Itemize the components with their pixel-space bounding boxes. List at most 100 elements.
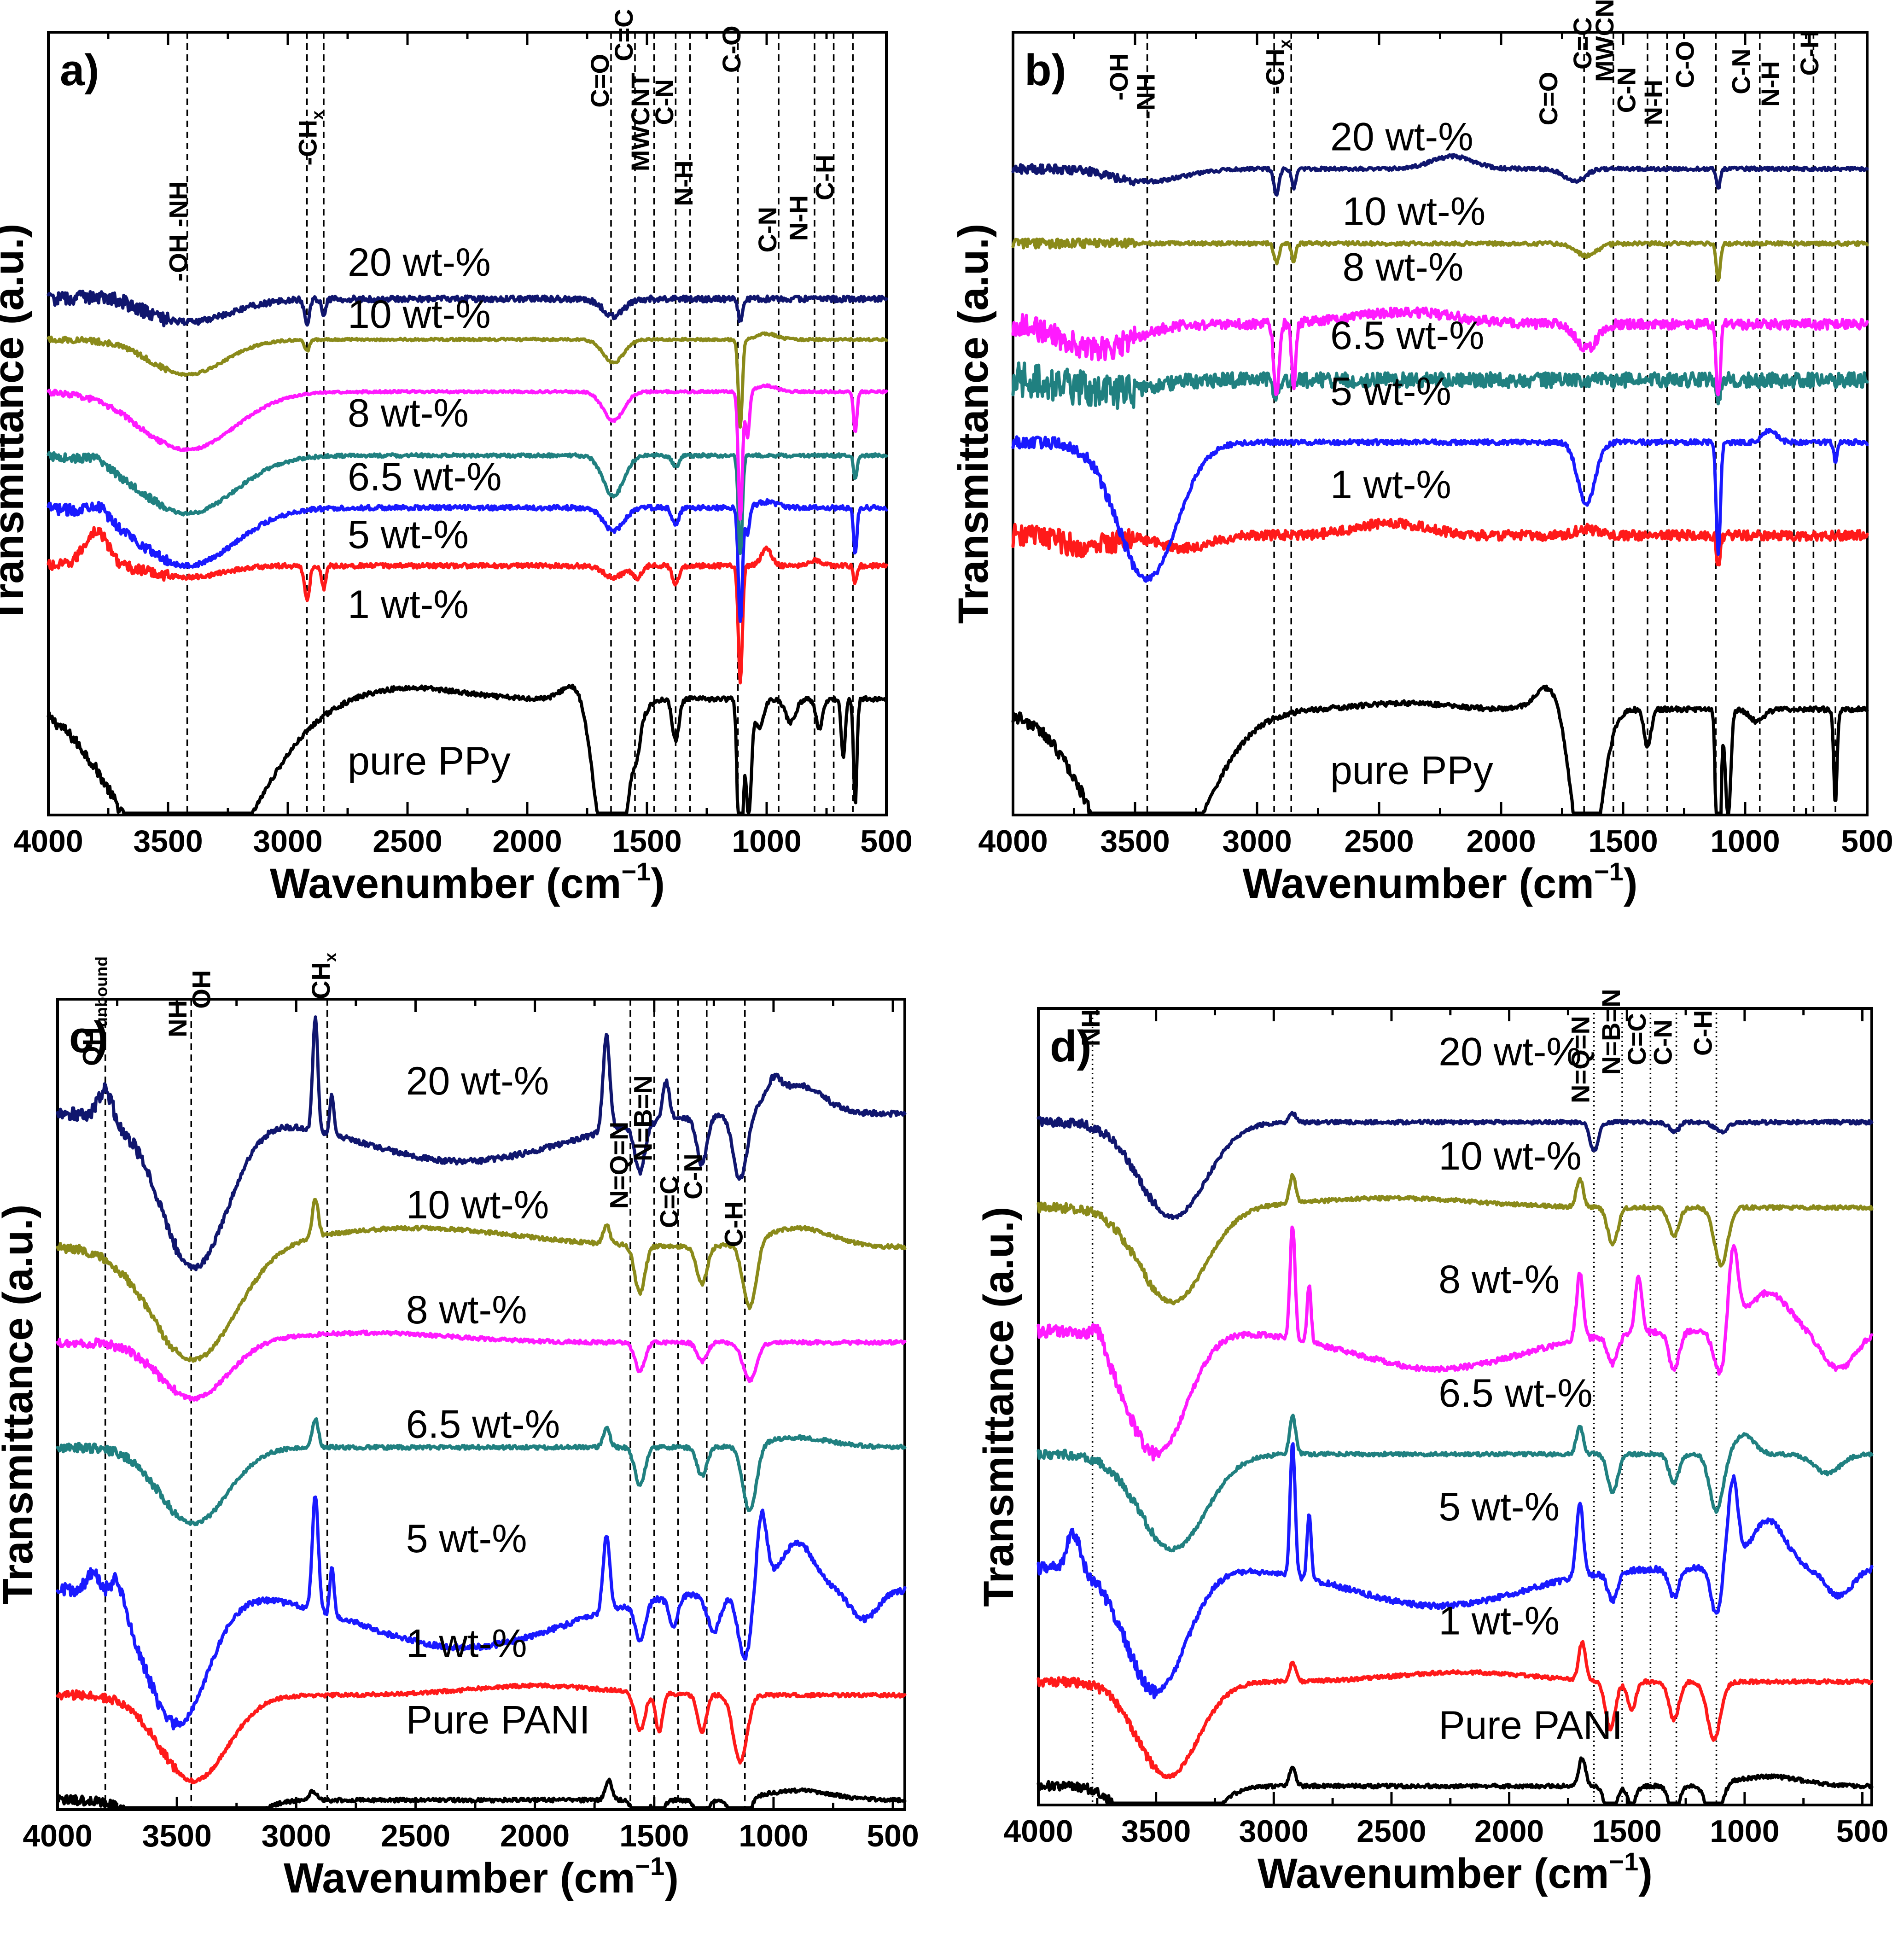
peak-annotation-subscript: x xyxy=(1275,39,1294,48)
chart-panel-1: 4000 3500 3000 2500 2000 1500 1000 500 Wavenumbe… xyxy=(0,9,913,907)
peak-annotation: C-H xyxy=(810,155,839,201)
peak-annotation: C=C xyxy=(609,9,638,61)
series-label: 8 wt-% xyxy=(406,1288,527,1332)
peak-annotation-text: C-N xyxy=(1648,1019,1677,1066)
x-axis-title-close: ) xyxy=(1638,1850,1653,1897)
peak-annotation: N=Q=N xyxy=(605,1122,634,1209)
peak-annotation-text: N=B=N xyxy=(629,1075,658,1161)
peak-annotation-text: C=C xyxy=(655,1176,684,1228)
x-tick-label: 1000 xyxy=(1710,1814,1779,1849)
series-label: Pure PANI xyxy=(1438,1703,1623,1747)
peak-annotation-text: C-N xyxy=(1727,48,1756,94)
series-label: Pure PANI xyxy=(406,1698,590,1742)
x-tick-label: 2500 xyxy=(381,1818,450,1853)
panel-label: d) xyxy=(1050,1022,1092,1071)
x-tick-label: 2500 xyxy=(373,824,442,859)
series-line-6-5-wt- xyxy=(56,1417,907,1526)
x-axis-title-text: Wavenumber (cm xyxy=(284,1855,635,1902)
peak-annotation: C=C xyxy=(1622,1013,1651,1066)
x-tick-label: 3000 xyxy=(253,824,322,859)
x-tick-label: 4000 xyxy=(23,1818,92,1853)
x-tick-label: 2500 xyxy=(1344,824,1414,859)
x-tick-label: 500 xyxy=(860,824,912,859)
series-label: 1 wt-% xyxy=(406,1622,527,1666)
x-tick-label: 3500 xyxy=(142,1818,212,1853)
peak-annotation-text: C-H xyxy=(810,155,839,201)
x-tick-label: 500 xyxy=(1841,824,1893,859)
series-label: pure PPy xyxy=(348,739,511,783)
x-axis-title-text: Wavenumber (cm xyxy=(270,860,621,907)
series-label: 5 wt-% xyxy=(406,1517,527,1561)
peak-annotation-text: N=B=N xyxy=(1596,989,1625,1075)
peak-annotation: C-N xyxy=(753,207,782,253)
peak-annotation-text: MWCNT xyxy=(1590,0,1619,82)
peak-annotation-text: C-N xyxy=(650,79,679,125)
x-axis-title-close: ) xyxy=(651,860,665,907)
peak-annotation: C-N xyxy=(1612,67,1641,113)
y-axis-title: Transmittance (a.u.) xyxy=(0,1204,41,1604)
peak-annotation-text: C=C xyxy=(1622,1013,1651,1066)
x-tick-label: 500 xyxy=(1836,1814,1888,1849)
x-axis-title-close: ) xyxy=(1624,860,1638,907)
series-line-5-wt- xyxy=(47,498,888,623)
peak-annotation-text: CH xyxy=(306,962,335,999)
series-line-10-wt- xyxy=(56,1198,907,1363)
series-line-pure-ppy xyxy=(47,683,888,815)
peak-annotation-text: N=Q=N xyxy=(605,1122,634,1209)
peak-annotation-text: OH xyxy=(77,1027,106,1066)
peak-annotation-text: -OH -NH xyxy=(164,181,193,282)
series-label: 10 wt-% xyxy=(1438,1134,1582,1178)
peak-annotation-text: OH xyxy=(187,970,216,1009)
peak-annotation-text: -CH xyxy=(1260,48,1289,94)
series-line-6-5-wt- xyxy=(1036,1414,1874,1553)
series-label: 6.5 wt-% xyxy=(1438,1371,1593,1415)
peak-annotation: N-H xyxy=(1756,61,1785,107)
peak-annotation-text: N-H xyxy=(1639,80,1668,126)
x-axis-title-text: Wavenumber (cm xyxy=(1258,1850,1609,1897)
series-line-1-wt- xyxy=(56,1682,907,1785)
x-tick-label: 500 xyxy=(867,1818,919,1853)
series-label: 10 wt-% xyxy=(348,292,491,337)
x-axis-unit-exponent: −1 xyxy=(621,857,651,886)
series-label: pure PPy xyxy=(1330,749,1493,793)
x-axis-title: Wavenumber (cm−1) xyxy=(1243,857,1638,907)
x-tick-label: 1500 xyxy=(612,824,681,859)
series-label: 10 wt-% xyxy=(1343,189,1486,233)
chart-panel-2: 4000 3500 3000 2500 2000 1500 1000 500 Wavenumbe… xyxy=(950,0,1893,907)
peak-annotation: N-H xyxy=(669,160,698,206)
x-axis-unit-exponent: −1 xyxy=(635,1852,664,1881)
series-line-10-wt- xyxy=(1036,1173,1874,1305)
series-line-1-wt- xyxy=(47,526,888,685)
panel-label: b) xyxy=(1025,46,1066,95)
x-tick-label: 3000 xyxy=(1239,1814,1309,1849)
x-axis-title: Wavenumber (cm−1) xyxy=(1258,1847,1653,1897)
peak-annotation-text: C=C xyxy=(1568,17,1597,70)
x-axis-title-text: Wavenumber (cm xyxy=(1243,860,1594,907)
series-label: 1 wt-% xyxy=(1330,463,1451,507)
peak-annotation-text: C=C xyxy=(609,9,638,61)
peak-annotation-text: NH xyxy=(1076,1009,1105,1046)
peak-annotation: C=O xyxy=(585,54,614,108)
x-tick-label: 2000 xyxy=(1466,824,1536,859)
peak-annotation-text: C-H xyxy=(1688,1010,1717,1056)
peak-annotation-text: C-N xyxy=(1612,67,1641,113)
series-line-20-wt- xyxy=(1011,153,1869,197)
peak-annotation: C-N xyxy=(650,79,679,125)
series-label: 10 wt-% xyxy=(406,1183,549,1227)
y-axis-title: Transmittance (a.u.) xyxy=(0,223,32,623)
peak-annotation: -CHx xyxy=(293,111,326,166)
x-tick-label: 4000 xyxy=(978,824,1048,859)
peak-annotation-text: -NH xyxy=(1131,73,1160,119)
series-label: 8 wt-% xyxy=(1343,245,1464,290)
peak-annotation: -OH -NH xyxy=(164,181,193,282)
peak-annotation-subscript: x xyxy=(308,111,326,120)
x-tick-label: 1500 xyxy=(619,1818,689,1853)
series-line-5-wt- xyxy=(1036,1442,1874,1700)
peak-annotation: C-O xyxy=(717,25,746,73)
series-label: 20 wt-% xyxy=(1330,115,1473,159)
x-axis-title: Wavenumber (cm−1) xyxy=(284,1852,679,1902)
peak-annotation: -OH xyxy=(1104,53,1133,101)
peak-annotation: -CHx xyxy=(1260,39,1294,94)
